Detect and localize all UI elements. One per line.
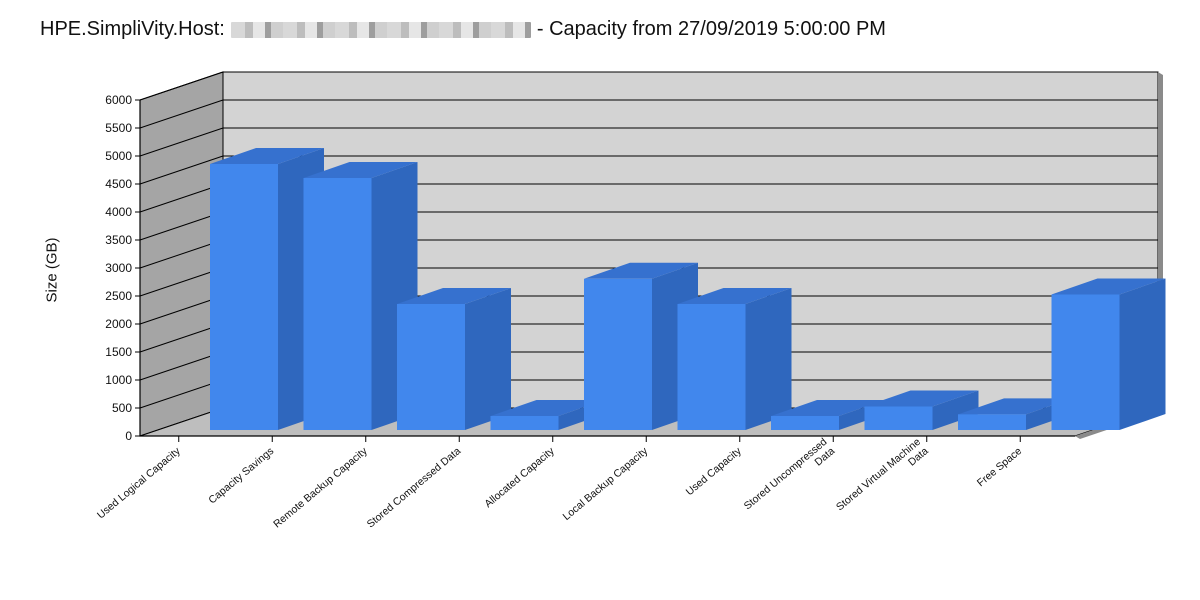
category-label-line: Free Space <box>975 445 1024 489</box>
gridline-side <box>139 155 224 185</box>
category-label-line: Used Capacity <box>684 445 745 499</box>
bar-front <box>490 416 559 430</box>
bar-front <box>210 164 278 430</box>
y-tick-label: 0 <box>125 429 132 443</box>
title-prefix: HPE.SimpliVity.Host: <box>40 18 225 40</box>
category-label-line: Local Backup Capacity <box>561 445 651 523</box>
bar-side <box>932 390 979 430</box>
bar-top <box>677 288 792 304</box>
y-tick-label: 2000 <box>105 317 132 331</box>
category-label: Allocated Capacity <box>482 445 557 511</box>
bar-front <box>864 406 933 430</box>
gridline-side <box>139 351 224 381</box>
bar-front <box>958 414 1026 430</box>
bar-side <box>745 288 792 430</box>
bar-front <box>677 304 746 430</box>
y-tick-label: 3500 <box>105 233 132 247</box>
y-tick-label: 4500 <box>105 177 132 191</box>
bar-top <box>958 398 1072 415</box>
y-tick-label: 1000 <box>105 373 132 387</box>
category-label: Used Capacity <box>684 445 745 499</box>
gridline-side <box>139 99 224 129</box>
category-label: Stored UncompressedData <box>742 436 838 522</box>
gridline-side <box>139 267 224 297</box>
category-label: Capacity Savings <box>206 445 276 506</box>
bar-top <box>397 288 511 304</box>
category-label-line: Stored Virtual Machine <box>834 436 923 513</box>
title-suffix: - Capacity from 27/09/2019 5:00:00 PM <box>536 18 886 40</box>
category-label: Stored Compressed Data <box>365 445 464 530</box>
y-tick-label: 3000 <box>105 261 132 275</box>
y-tick-label: 4000 <box>105 205 132 219</box>
gridline-side <box>139 183 224 213</box>
category-label-line: Used Logical Capacity <box>95 445 183 522</box>
category-label: Remote Backup Capacity <box>271 445 370 531</box>
bar-top <box>584 262 698 279</box>
y-tick-label: 5000 <box>105 149 132 163</box>
gridline-side <box>139 323 224 353</box>
gridline-side <box>139 127 224 157</box>
category-label: Used Logical Capacity <box>95 445 183 522</box>
category-label-line: Stored Compressed Data <box>365 445 464 530</box>
category-label: Free Space <box>975 445 1024 489</box>
category-label-line: Capacity Savings <box>206 445 276 506</box>
bar-front <box>303 178 372 430</box>
bar-front <box>397 304 465 430</box>
bar-top <box>210 148 324 164</box>
gridline-side <box>139 239 224 269</box>
bar-top <box>864 390 979 407</box>
category-label-line: Stored Uncompressed <box>742 436 830 512</box>
category-label: Stored Virtual MachineData <box>834 436 931 523</box>
bar-front <box>584 278 652 430</box>
y-tick-label: 5500 <box>105 121 132 135</box>
category-label: Local Backup Capacity <box>561 445 651 523</box>
category-label-line: Remote Backup Capacity <box>271 445 370 531</box>
bar-side <box>465 288 511 430</box>
y-tick-label: 500 <box>112 401 132 415</box>
y-tick-label: 6000 <box>105 93 132 107</box>
bar-side <box>1119 278 1166 430</box>
y-tick-label: 1500 <box>105 345 132 359</box>
gridline-side <box>139 211 224 241</box>
category-label-line: Allocated Capacity <box>482 445 557 511</box>
redacted-hostname <box>230 21 531 38</box>
gridline-side <box>139 295 224 325</box>
gridline-side <box>139 379 224 409</box>
bar-top <box>771 400 885 416</box>
bar-top <box>490 400 605 416</box>
y-tick-label: 2500 <box>105 289 132 303</box>
bar-front <box>1051 294 1120 430</box>
bar-top <box>303 162 418 178</box>
bar-top <box>1051 278 1166 295</box>
chart-title: HPE.SimpliVity.Host: - Capacity from 27/… <box>40 18 886 41</box>
bar-front <box>771 416 839 430</box>
gridline-side <box>139 71 224 101</box>
